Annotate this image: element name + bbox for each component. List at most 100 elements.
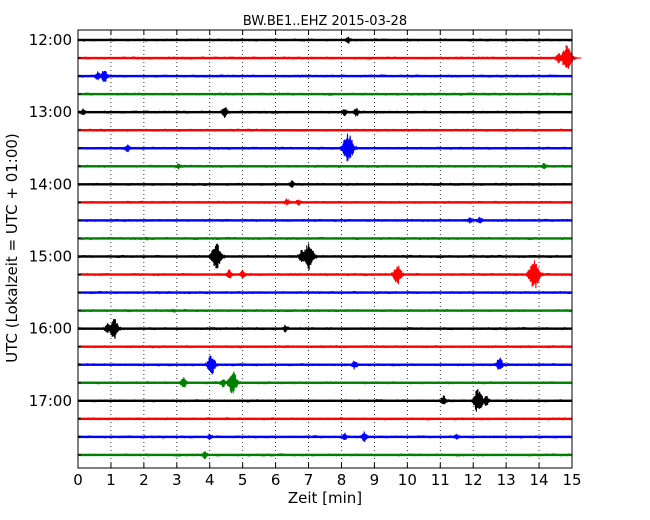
y-axis-label: UTC (Lokalzeit = UTC + 01:00) [3, 133, 21, 363]
seismic-event [219, 107, 234, 118]
seismic-event [475, 216, 487, 224]
seismic-event [525, 260, 550, 289]
trace-1745 [77, 450, 573, 460]
x-tick-label: 1 [106, 471, 116, 489]
x-tick-label: 14 [530, 471, 549, 489]
x-tick-label: 11 [431, 471, 450, 489]
trace-noise [77, 344, 573, 349]
y-axis: 12:00 13:00 14:00 15:00 16:00 17:00 [29, 31, 572, 456]
trace-1245 [77, 92, 573, 96]
seismic-event [102, 323, 116, 333]
trace-baseline [78, 363, 572, 366]
trace-1715 [77, 417, 573, 421]
trace-1300 [77, 107, 573, 118]
seismic-event [350, 360, 363, 370]
seismic-event [493, 357, 510, 370]
x-tick-label: 8 [337, 471, 347, 489]
seismic-event [224, 269, 238, 279]
y-tick-label: 13:00 [29, 103, 72, 121]
trace-noise [77, 363, 573, 367]
trace-noise [77, 308, 573, 313]
seismogram-traces [77, 36, 582, 460]
trace-1600 [77, 319, 573, 339]
trace-1200 [77, 36, 573, 44]
seismic-event [98, 70, 114, 82]
trace-1530 [77, 290, 573, 295]
trace-1400 [77, 180, 573, 188]
x-tick-label: 7 [304, 471, 314, 489]
trace-noise [77, 381, 573, 385]
trace-1645 [77, 371, 573, 394]
trace-1700 [77, 389, 573, 412]
trace-1230 [77, 70, 573, 82]
seismic-event [351, 108, 364, 117]
seismic-event [143, 235, 153, 241]
trace-noise [77, 146, 573, 150]
trace-noise [77, 290, 573, 295]
seismic-event [339, 142, 353, 154]
seismic-event [123, 144, 135, 153]
seismic-event [205, 433, 217, 440]
seismic-event [78, 108, 90, 116]
x-tick-label: 15 [562, 471, 581, 489]
seismic-event [340, 109, 352, 117]
seismic-event [225, 371, 246, 394]
trace-1500 [77, 243, 573, 271]
seismic-event [481, 395, 495, 407]
seismic-event [553, 53, 567, 64]
y-tick-label: 12:00 [29, 31, 72, 49]
x-tick-label: 3 [172, 471, 182, 489]
trace-noise [77, 236, 573, 241]
seismic-event [282, 198, 295, 206]
trace-1330 [77, 133, 573, 162]
trace-noise [77, 164, 573, 169]
trace-1345 [77, 162, 573, 170]
seismic-event [452, 433, 464, 440]
seismic-event [200, 450, 212, 460]
trace-1430 [77, 216, 573, 224]
seismic-event [178, 377, 192, 388]
trace-noise [78, 128, 572, 132]
trace-noise [77, 218, 573, 223]
seismic-event [465, 217, 477, 224]
y-tick-label: 15:00 [29, 247, 72, 265]
trace-1215 [78, 45, 582, 69]
seismic-event [340, 432, 352, 441]
trace-noise [77, 38, 573, 42]
seismic-event [343, 36, 356, 44]
x-tick-label: 2 [139, 471, 149, 489]
seismic-event [287, 180, 300, 188]
trace-1615 [77, 344, 573, 349]
trace-1445 [77, 235, 573, 241]
seismic-event [558, 45, 582, 69]
seismic-event [281, 324, 293, 333]
trace-noise [78, 56, 573, 60]
trace-1315 [78, 128, 572, 132]
seismic-event [539, 162, 551, 170]
seismic-event [174, 163, 185, 170]
trace-noise [77, 435, 573, 439]
seismic-event [204, 355, 224, 375]
trace-baseline [78, 273, 572, 276]
trace-1415 [77, 198, 573, 206]
seismic-event [359, 431, 373, 443]
trace-noise [77, 110, 573, 114]
trace-baseline [78, 417, 572, 421]
trace-noise [77, 92, 573, 96]
trace-1730 [77, 431, 573, 443]
x-tick-label: 5 [238, 471, 248, 489]
trace-noise [77, 417, 573, 421]
seismic-event [438, 395, 452, 405]
trace-baseline [78, 201, 572, 204]
y-tick-label: 14:00 [29, 175, 72, 193]
trace-noise [77, 74, 573, 78]
seismic-event [208, 243, 231, 269]
trace-noise [77, 326, 573, 331]
x-tick-label: 10 [398, 471, 417, 489]
x-axis: 0 1 2 3 4 5 6 7 8 9 10 11 12 13 14 15 [73, 30, 582, 489]
y-tick-label: 16:00 [29, 320, 72, 338]
seismic-event [390, 265, 410, 285]
x-tick-label: 9 [370, 471, 380, 489]
trace-1630 [77, 355, 573, 375]
